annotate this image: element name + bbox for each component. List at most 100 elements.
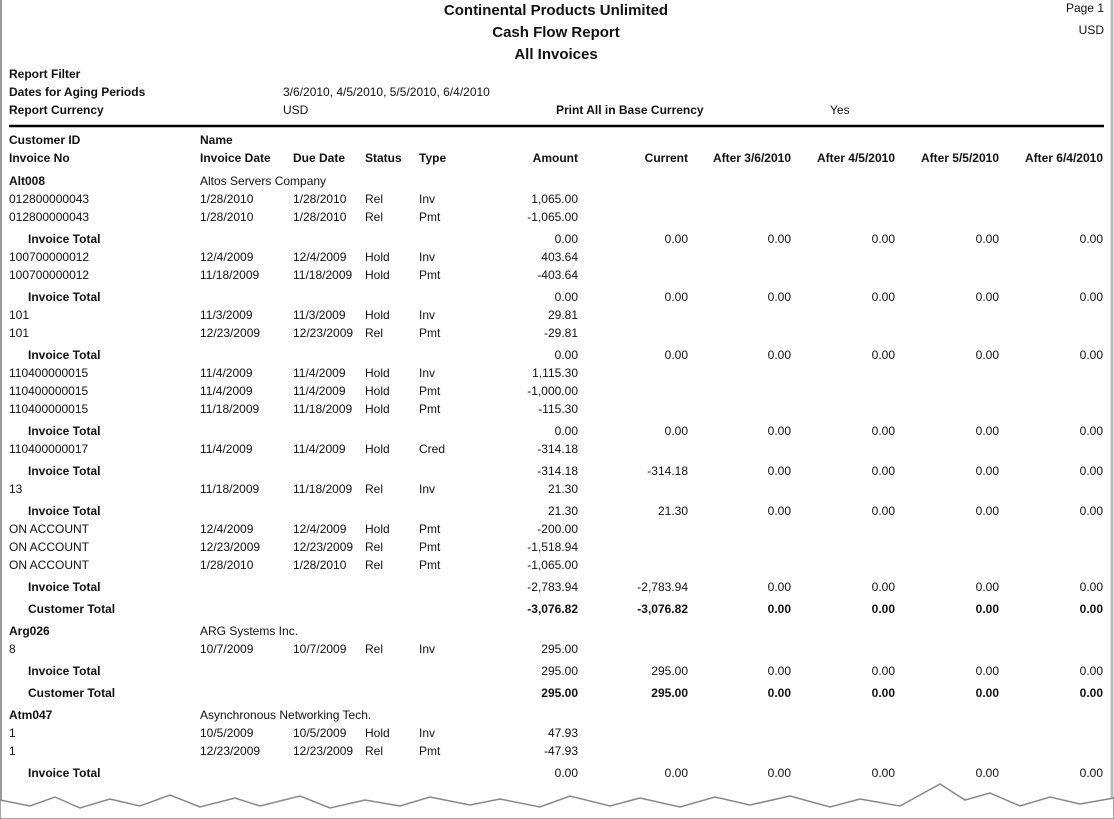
column-header: After 4/5/2010 (817, 151, 895, 165)
invoice-total-label: Invoice Total (28, 504, 100, 518)
column-header: Amount (533, 151, 578, 165)
invoice-cell: 100700000012 (9, 268, 89, 282)
page-number: Page 1 (1066, 1, 1104, 15)
invoice-cell: 11/4/2009 (200, 384, 253, 398)
invoice-cell: Pmt (419, 744, 441, 758)
column-header: After 6/4/2010 (1025, 151, 1103, 165)
invoice-cell: 10/5/2009 (293, 726, 347, 740)
invoice-total-value: 0.00 (555, 348, 579, 362)
invoice-cell: ON ACCOUNT (9, 540, 90, 554)
invoice-total-label: Invoice Total (28, 348, 100, 362)
invoice-cell: Inv (419, 726, 435, 740)
invoice-total-value: 0.00 (976, 232, 1000, 246)
invoice-total-value: 21.30 (658, 504, 688, 518)
invoice-total-value: 0.00 (768, 580, 792, 594)
invoice-total-value: 0.00 (872, 766, 896, 780)
invoice-cell: 8 (9, 642, 16, 656)
invoice-total-value: 0.00 (872, 348, 896, 362)
customer-total-value: 0.00 (976, 686, 1000, 700)
invoice-total-value: 0.00 (1080, 504, 1104, 518)
invoice-cell: 1/28/2010 (293, 192, 347, 206)
invoice-cell: -29.81 (544, 326, 578, 340)
invoice-total-value: 0.00 (768, 232, 792, 246)
invoice-cell: 11/18/2009 (200, 268, 259, 282)
customer-name: Asynchronous Networking Tech. (200, 708, 371, 722)
invoice-cell: Pmt (419, 558, 441, 572)
invoice-cell: 11/4/2009 (200, 366, 253, 380)
invoice-cell: Inv (419, 642, 435, 656)
invoice-cell: 1/28/2010 (200, 210, 254, 224)
invoice-total-value: 0.00 (976, 504, 1000, 518)
invoice-total-value: 21.30 (548, 504, 578, 518)
invoice-total-label: Invoice Total (28, 232, 100, 246)
base-currency-label: Print All in Base Currency (556, 103, 704, 117)
base-currency-value: Yes (830, 103, 850, 117)
invoice-cell: 12/23/2009 (293, 744, 353, 758)
company-name: Continental Products Unlimited (444, 2, 668, 19)
customer-total-value: -3,076.82 (527, 602, 578, 616)
invoice-cell: Rel (365, 326, 383, 340)
invoice-cell: -1,000.00 (527, 384, 578, 398)
invoice-cell: 1 (9, 726, 16, 740)
invoice-cell: 012800000043 (9, 192, 89, 206)
invoice-cell: Pmt (419, 384, 441, 398)
invoice-cell: 11/18/2009 (293, 482, 352, 496)
invoice-total-value: 0.00 (1080, 290, 1104, 304)
invoice-cell: Inv (419, 308, 435, 322)
invoice-total-value: 0.00 (872, 504, 896, 518)
invoice-total-value: 0.00 (555, 766, 579, 780)
filter-label: Report Filter (9, 67, 81, 81)
invoice-total-value: -2,783.94 (637, 580, 688, 594)
invoice-cell: Pmt (419, 402, 441, 416)
invoice-total-label: Invoice Total (28, 580, 100, 594)
column-header: Name (200, 133, 233, 147)
invoice-total-value: 0.00 (976, 580, 1000, 594)
invoice-total-value: 0.00 (1080, 424, 1104, 438)
invoice-total-value: 0.00 (555, 424, 579, 438)
column-header: Current (645, 151, 688, 165)
invoice-cell: Pmt (419, 210, 441, 224)
invoice-total-value: 0.00 (768, 290, 792, 304)
invoice-cell: Pmt (419, 540, 441, 554)
invoice-total-value: -2,783.94 (527, 580, 578, 594)
customer-id: Alt008 (9, 174, 45, 188)
invoice-cell: 12/4/2009 (293, 522, 347, 536)
invoice-cell: Rel (365, 482, 383, 496)
invoice-cell: 10/7/2009 (200, 642, 254, 656)
column-header: After 3/6/2010 (713, 151, 791, 165)
invoice-total-value: 0.00 (872, 664, 896, 678)
invoice-cell: 110400000015 (9, 402, 89, 416)
invoice-cell: 13 (9, 482, 23, 496)
invoice-cell: 11/4/2009 (293, 442, 346, 456)
currency-value: USD (283, 103, 309, 117)
customer-total-value: 0.00 (976, 602, 1000, 616)
customer-name: ARG Systems Inc. (200, 624, 298, 638)
invoice-cell: Pmt (419, 522, 441, 536)
customer-total-value: 0.00 (768, 602, 792, 616)
invoice-cell: 12/23/2009 (293, 540, 353, 554)
invoice-cell: 11/18/2009 (293, 268, 352, 282)
invoice-total-value: 0.00 (976, 464, 1000, 478)
invoice-cell: Rel (365, 210, 383, 224)
report-title: Cash Flow Report (492, 24, 620, 41)
invoice-cell: ON ACCOUNT (9, 522, 90, 536)
invoice-total-value: -314.18 (537, 464, 578, 478)
invoice-cell: 12/4/2009 (200, 522, 254, 536)
customer-total-value: 295.00 (651, 686, 688, 700)
invoice-cell: 11/3/2009 (293, 308, 346, 322)
invoice-total-value: 0.00 (1080, 348, 1104, 362)
invoice-total-value: 0.00 (665, 232, 689, 246)
invoice-cell: Hold (365, 384, 390, 398)
invoice-cell: 1 (9, 744, 16, 758)
invoice-cell: Rel (365, 744, 383, 758)
invoice-cell: 1/28/2010 (200, 558, 254, 572)
invoice-cell: 295.00 (541, 642, 578, 656)
invoice-cell: 1,115.30 (532, 366, 578, 380)
invoice-cell: 12/4/2009 (200, 250, 254, 264)
invoice-total-value: 0.00 (976, 348, 1000, 362)
invoice-total-value: 0.00 (872, 232, 896, 246)
invoice-cell: Cred (419, 442, 445, 456)
customer-total-value: -3,076.82 (637, 602, 688, 616)
invoice-cell: 10/7/2009 (293, 642, 347, 656)
